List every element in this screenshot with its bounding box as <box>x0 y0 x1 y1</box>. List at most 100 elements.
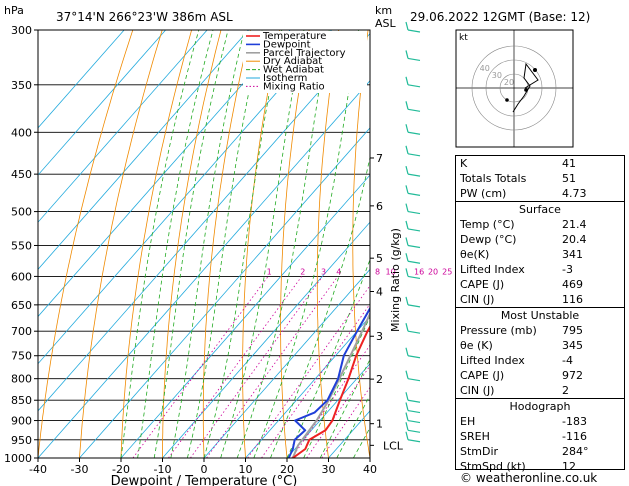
legend-box <box>243 31 367 93</box>
legend-label: Temperature <box>262 31 326 42</box>
surface-row: CIN (J) 116 <box>460 293 583 306</box>
hodograph-ring <box>485 59 543 117</box>
wind-barb <box>407 409 421 414</box>
pressure-tick-label: 500 <box>11 206 32 219</box>
wind-barb <box>407 153 421 157</box>
isotherm-line <box>38 30 125 129</box>
wet-adiabat-line <box>153 30 229 458</box>
dry-adiabat-line <box>38 30 134 458</box>
wind-barb <box>407 439 421 443</box>
wind-barb-flag <box>405 412 409 421</box>
wet-adiabat-line <box>319 358 370 458</box>
parcel-trajectory-line <box>291 311 370 458</box>
most-unstable-row: Lifted Index -4 <box>460 354 573 367</box>
dry-adiabat-line <box>79 30 163 458</box>
legend-label: Mixing Ratio <box>263 81 325 92</box>
height-tick-label: LCL <box>383 439 404 452</box>
temperature-line <box>292 324 370 458</box>
section-divider <box>456 201 624 202</box>
mixing-ratio-label: 20 <box>428 267 438 276</box>
wind-barb-flag <box>405 392 409 401</box>
wind-barb <box>407 260 421 264</box>
hodograph-section: Hodograph EH -183 SREH -116 StmDir 284° Stm… <box>456 399 624 474</box>
wind-barb <box>407 399 421 403</box>
isotherm-line <box>286 363 370 458</box>
dewpoint-line <box>287 306 370 458</box>
temperature-tick-label: -30 <box>71 463 89 476</box>
pressure-tick-label: 300 <box>11 24 32 37</box>
wind-barb-flag <box>405 101 409 110</box>
pressure-tick-label: 900 <box>11 415 32 428</box>
isotherm-line <box>162 221 370 458</box>
hodograph-row: StmSpd (kt) 12 <box>460 460 576 473</box>
pressure-tick-label: 750 <box>11 350 32 363</box>
wind-barb-flag <box>405 50 409 59</box>
hodograph-point-marker <box>524 88 528 92</box>
surface-row: θe(K) 341 <box>460 248 583 261</box>
wet-adiabat-line <box>270 155 370 458</box>
hodograph-ring-label: 40 <box>480 64 490 73</box>
wind-barb <box>407 173 421 177</box>
height-tick-label: 4 <box>376 285 383 298</box>
wind-barb <box>407 429 421 433</box>
isotherm-line <box>38 80 370 458</box>
temperature-tick-label: -40 <box>29 463 47 476</box>
datetime-title: 29.06.2022 12GMT (Base: 12) <box>410 10 590 24</box>
isotherm-line <box>38 30 249 270</box>
mixing-ratio-label: 2 <box>300 267 305 276</box>
mixing-ratio-axis-label: Mixing Ratio (g/kg) <box>389 228 402 332</box>
wind-barb <box>407 29 421 33</box>
surface-row: CAPE (J) 469 <box>460 278 583 291</box>
height-tick-label: 5 <box>376 252 383 265</box>
wind-barb-flag <box>405 203 409 212</box>
most-unstable-row: Pressure (mb) 795 <box>460 324 583 337</box>
surface-section: Surface Temp (°C) 21.4 Dewp (°C) 20.4 θe(K… <box>456 202 624 307</box>
mixing-ratio-label: 25 <box>442 267 452 276</box>
most-unstable-row: θe (K) 345 <box>460 339 583 352</box>
km-label: km <box>375 4 392 17</box>
height-tick-label: 2 <box>376 373 383 386</box>
pressure-tick-label: 600 <box>11 270 32 283</box>
wind-barb <box>407 131 421 135</box>
wind-barb-flag <box>405 268 409 277</box>
wind-barb-flag <box>405 124 409 133</box>
mixing-ratio-label: 4 <box>336 267 341 276</box>
wind-barb <box>407 211 421 215</box>
wind-barb <box>407 108 421 112</box>
wind-barbs <box>405 21 421 443</box>
index-row: Totals Totals 51 <box>460 172 576 185</box>
most-unstable-row: CIN (J) 2 <box>460 384 569 397</box>
legend-label: Wet Adiabat <box>263 65 324 76</box>
wind-barb-flag <box>405 370 409 379</box>
most-unstable-title: Most Unstable <box>500 309 580 322</box>
most-unstable-row: CAPE (J) 972 <box>460 369 583 382</box>
mixing-ratio-label: 3 <box>321 267 326 276</box>
wet-adiabat-line <box>187 30 263 458</box>
most-unstable-section: Most Unstable Pressure (mb) 795 θe (K) 345… <box>456 308 624 398</box>
dry-adiabat-line <box>162 30 222 458</box>
hodograph-unit-label: kt <box>459 33 468 43</box>
temperature-tick-label: -10 <box>154 463 172 476</box>
wind-barb <box>407 378 421 382</box>
pressure-unit-label: hPa <box>4 4 24 17</box>
pressure-tick-label: 700 <box>11 325 32 338</box>
section-divider <box>456 398 624 399</box>
wind-barb-flag <box>405 145 409 154</box>
hodograph-point-marker <box>505 98 509 102</box>
temperature-tick-label: 20 <box>280 463 294 476</box>
hodograph-row: SREH -116 <box>460 430 587 443</box>
wind-barb-flag <box>405 165 409 175</box>
location-title: 37°14'N 266°23'W 386m ASL <box>56 10 233 24</box>
isotherm-line <box>203 268 370 458</box>
dry-adiabat-line <box>280 30 310 458</box>
hodograph-ring <box>499 73 529 103</box>
mixing-ratio-line <box>291 344 370 458</box>
temperature-tick-label: 40 <box>363 463 377 476</box>
asl-label: ASL <box>375 17 397 30</box>
height-tick-label: 6 <box>376 200 383 213</box>
index-row: PW (cm) 4.73 <box>460 187 587 200</box>
axes: 1 2 3 4 8 10 16 20 25300350400450500550600650700… <box>4 24 452 476</box>
wind-barb-flag <box>405 431 409 440</box>
